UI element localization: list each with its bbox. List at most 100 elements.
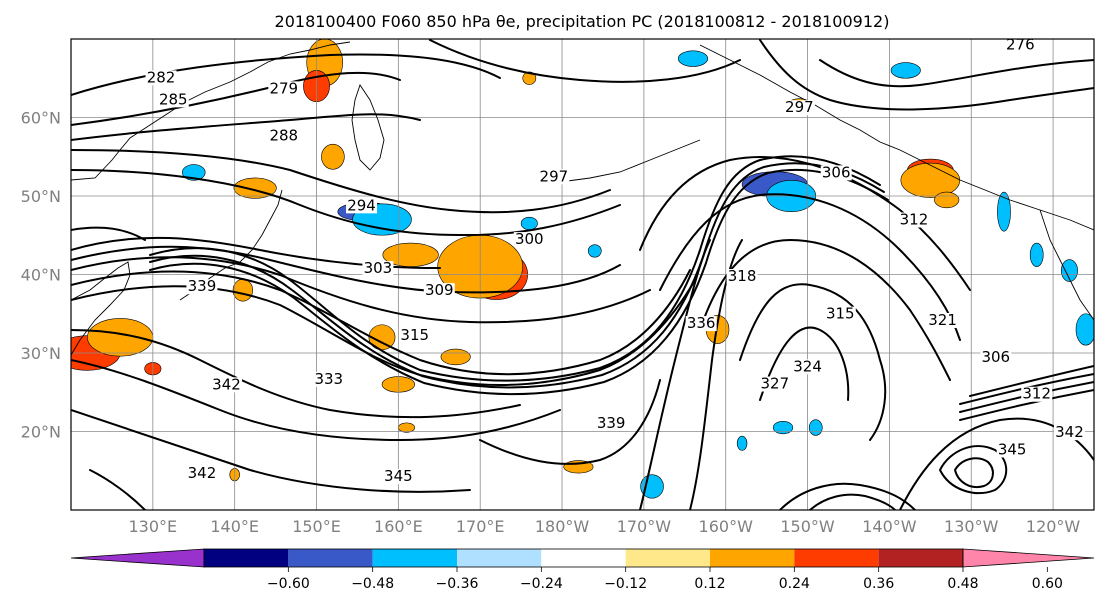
precip-patch bbox=[808, 419, 823, 436]
colorbar-segment bbox=[457, 549, 542, 567]
map-title: 2018100400 F060 850 hPa θe, precipitatio… bbox=[275, 12, 890, 31]
contour-label: 315 bbox=[400, 326, 429, 344]
colorbar-tick-label: −0.36 bbox=[436, 576, 479, 592]
contour-label-bg bbox=[685, 316, 717, 332]
colorbar bbox=[70, 548, 1095, 568]
precip-patch bbox=[182, 164, 206, 181]
theta-e-contours bbox=[71, 39, 1094, 510]
contour-label: 342 bbox=[188, 464, 217, 482]
precip-patch bbox=[677, 50, 709, 67]
contour-label: 306 bbox=[981, 348, 1010, 366]
contour-label: 336 bbox=[687, 314, 716, 332]
contour-label: 297 bbox=[540, 167, 569, 185]
colorbar-extend-high bbox=[962, 548, 1095, 568]
lon-tick-label: 150°W bbox=[780, 517, 835, 536]
colorbar-frame bbox=[203, 548, 964, 568]
lon-tick-label: 160°W bbox=[699, 517, 754, 536]
precip-patch bbox=[587, 244, 602, 258]
colorbar-tick-label: −0.12 bbox=[604, 576, 647, 592]
lon-tick-label: 130°W bbox=[944, 517, 999, 536]
contour-label-bg bbox=[346, 198, 378, 214]
colorbar-tick-label: 0.60 bbox=[1032, 576, 1063, 592]
coastline-asia-east bbox=[71, 41, 351, 181]
contour-label: 339 bbox=[597, 414, 626, 432]
lon-tick-label: 160°E bbox=[374, 517, 423, 536]
contour-label: 282 bbox=[147, 68, 176, 86]
precip-patch bbox=[520, 216, 538, 231]
lat-tick-label: 20°N bbox=[21, 423, 61, 442]
lat-tick-label: 30°N bbox=[21, 344, 61, 363]
contour-label-bg bbox=[783, 100, 815, 116]
colorbar-segment bbox=[204, 549, 289, 567]
contour-label: 318 bbox=[728, 267, 757, 285]
contour-label: 342 bbox=[1055, 423, 1084, 441]
contour-label: 321 bbox=[928, 311, 957, 329]
lon-tick-label: 170°W bbox=[617, 517, 672, 536]
lat-tick-label: 50°N bbox=[21, 187, 61, 206]
colorbar-tick-label: −0.24 bbox=[520, 576, 563, 592]
map-area: 282 276 279 285 288 297 294 300 303 309 339 315 333 3… bbox=[71, 35, 1094, 510]
contour-label-bg bbox=[423, 283, 455, 299]
contour-label: 276 bbox=[1006, 35, 1035, 53]
precip-patch bbox=[1029, 242, 1044, 267]
contour-label-bg bbox=[824, 306, 856, 322]
precip-patch bbox=[398, 422, 416, 433]
colorbar-segment bbox=[372, 549, 457, 567]
contour-label: 297 bbox=[785, 98, 814, 116]
contour-label-bg bbox=[538, 169, 570, 185]
precip-patch bbox=[1060, 259, 1078, 282]
colorbar-tick-labels: −0.60 −0.48 −0.36 −0.24 −0.12 0.12 0.24 0.36 0.4… bbox=[267, 567, 1063, 592]
coastline-aleutians bbox=[559, 139, 701, 183]
contour-label: 324 bbox=[793, 357, 822, 375]
contour-label-bg bbox=[186, 466, 218, 482]
latitude-tick-labels: 60°N 50°N 40°N 30°N 20°N bbox=[21, 109, 61, 442]
precip-patch bbox=[232, 278, 253, 302]
contour-label: 312 bbox=[900, 210, 929, 228]
contour-label: 300 bbox=[515, 230, 544, 248]
precip-patch bbox=[1075, 313, 1094, 346]
contour-label: 333 bbox=[314, 370, 343, 388]
contour-label: 285 bbox=[159, 90, 188, 108]
precip-patch bbox=[321, 143, 345, 170]
colorbar-tick-label: 0.12 bbox=[694, 576, 725, 592]
contour-label-bg bbox=[996, 442, 1028, 458]
contour-label-bg bbox=[1004, 39, 1036, 53]
colorbar-tick-label: 0.36 bbox=[863, 576, 894, 592]
contour-label: 315 bbox=[826, 305, 855, 323]
contour-label-bg bbox=[1021, 386, 1053, 402]
colorbar-segment bbox=[625, 549, 710, 567]
contour-label-bg bbox=[726, 268, 758, 284]
contour-label-bg bbox=[513, 232, 545, 248]
contour-label-bg bbox=[382, 469, 414, 485]
contour-label: 288 bbox=[269, 126, 298, 144]
lon-tick-label: 130°E bbox=[129, 517, 178, 536]
longitude-tick-labels: 130°E 140°E 150°E 160°E 170°E 180°W 170°W 160°W… bbox=[129, 517, 1081, 536]
lon-tick-label: 170°E bbox=[456, 517, 505, 536]
lat-tick-label: 40°N bbox=[21, 266, 61, 285]
contour-label-bg bbox=[313, 371, 345, 387]
contour-label: 303 bbox=[364, 259, 393, 277]
contour-label-bg bbox=[268, 81, 300, 97]
colorbar-tick-label: 0.48 bbox=[947, 576, 978, 592]
precip-patch bbox=[934, 191, 960, 209]
contour-label-bg bbox=[1053, 425, 1085, 441]
contour-label-bg bbox=[268, 128, 300, 144]
contour-label: 309 bbox=[425, 281, 454, 299]
contour-label: 342 bbox=[212, 375, 241, 393]
contour-label-bg bbox=[792, 359, 824, 375]
lon-tick-label: 140°W bbox=[862, 517, 917, 536]
lon-tick-label: 180°W bbox=[535, 517, 590, 536]
contour-label-bg bbox=[820, 165, 852, 181]
contour-label-bg bbox=[759, 376, 791, 392]
contour-label-bg bbox=[186, 279, 218, 295]
colorbar-segment bbox=[794, 549, 879, 567]
contour-label-bg bbox=[210, 377, 242, 393]
colorbar-segment bbox=[878, 549, 963, 567]
contour-label: 306 bbox=[822, 163, 851, 181]
contour-label: 294 bbox=[347, 196, 376, 214]
precip-patch bbox=[440, 348, 471, 366]
colorbar-tick-label: −0.48 bbox=[351, 576, 394, 592]
contour-label: 279 bbox=[269, 79, 298, 97]
contour-label: 339 bbox=[188, 277, 217, 295]
